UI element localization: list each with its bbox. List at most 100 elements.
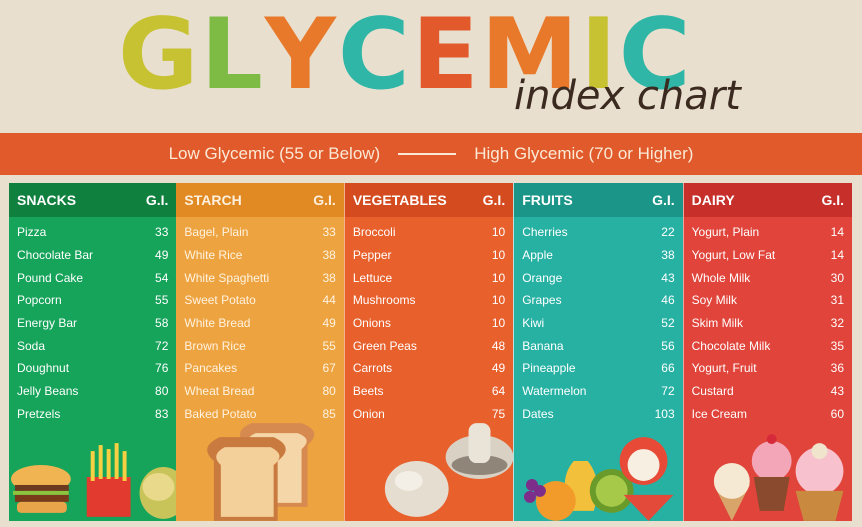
gi-value: 38 — [322, 248, 336, 263]
column-title: VEGETABLES — [352, 192, 447, 208]
gi-value: 43 — [830, 384, 845, 399]
list-item: Bagel, Plain 33 — [184, 221, 335, 244]
gi-value: 48 — [491, 338, 506, 353]
burger-fries-illustration — [10, 443, 177, 519]
list-item: Popcorn 55 — [17, 289, 168, 312]
list-item: Kiwi 52 — [522, 312, 674, 335]
gi-header: G.I. — [145, 192, 169, 208]
gi-value: 103 — [654, 406, 675, 421]
gi-value: 32 — [830, 316, 845, 331]
food-name: Pancakes — [184, 361, 238, 376]
food-name: Bagel, Plain — [184, 225, 249, 240]
low-glycemic-label: Low Glycemic (55 or Below) — [168, 144, 381, 163]
gi-value: 72 — [661, 384, 675, 399]
food-name: Jelly Beans — [17, 384, 79, 399]
gi-value: 38 — [661, 248, 675, 263]
food-name: Kiwi — [522, 316, 545, 331]
list-item: Orange 43 — [522, 266, 674, 289]
gi-value: 14 — [830, 225, 845, 240]
food-name: Yogurt, Fruit — [691, 361, 757, 376]
list-item: Wheat Bread 80 — [184, 380, 335, 403]
food-name: Apple — [522, 248, 553, 263]
page-subtitle: index chart — [514, 73, 741, 119]
list-item: Yogurt, Plain 14 — [692, 221, 844, 244]
ice-cream-cupcake-illustration — [713, 434, 844, 521]
list-item: Watermelon 72 — [522, 380, 674, 403]
food-name: White Rice — [184, 248, 243, 263]
list-item: Chocolate Bar 49 — [17, 244, 168, 267]
title-letter: C — [337, 0, 412, 112]
gi-value: 56 — [661, 338, 675, 353]
list-item: Banana 56 — [522, 334, 674, 357]
list-item: Custard 43 — [692, 380, 844, 403]
title-area: G L Y C E M I C index chart — [0, 0, 862, 130]
food-name: Pepper — [352, 248, 392, 263]
food-name: Ice Cream — [691, 406, 747, 421]
food-name: Lettuce — [352, 270, 393, 285]
food-list: Broccoli 10 Pepper 10 Lettuce 10 Mushrooms 1… — [345, 217, 513, 425]
gi-value: 31 — [830, 293, 845, 308]
list-item: Baked Potato 85 — [184, 403, 335, 426]
list-item: Grapes 46 — [522, 289, 674, 312]
gi-value: 10 — [491, 293, 506, 308]
food-name: Banana — [522, 338, 564, 353]
list-item: Yogurt, Fruit 36 — [692, 357, 844, 380]
food-name: Sweet Potato — [184, 293, 256, 308]
gi-value: 54 — [155, 270, 169, 285]
list-item: Sweet Potato 44 — [184, 289, 335, 312]
food-name: Cherries — [522, 225, 568, 240]
list-item: Pretzels 83 — [17, 403, 168, 426]
gi-value: 80 — [322, 384, 336, 399]
gi-value: 46 — [661, 293, 675, 308]
column-fruits: FRUITS G.I. Cherries 22 Apple 38 Orange 43 … — [513, 183, 683, 521]
gi-value: 33 — [322, 225, 336, 240]
food-name: Mushrooms — [352, 293, 416, 308]
gi-value: 10 — [491, 248, 506, 263]
food-name: Pound Cake — [17, 270, 84, 285]
food-name: Custard — [691, 384, 734, 399]
gi-value: 55 — [155, 293, 169, 308]
gi-value: 30 — [830, 270, 845, 285]
food-name: Broccoli — [352, 225, 396, 240]
food-name: Energy Bar — [17, 316, 78, 331]
column-header: VEGETABLES G.I. — [344, 183, 514, 217]
food-list: Cherries 22 Apple 38 Orange 43 Grapes 46 Kiw… — [514, 217, 682, 425]
gi-value: 35 — [830, 338, 845, 353]
column-title: DAIRY — [691, 192, 735, 208]
food-list: Yogurt, Plain 14 Yogurt, Low Fat 14 Whole … — [684, 217, 852, 425]
food-name: Grapes — [522, 293, 562, 308]
gi-header: G.I. — [652, 192, 675, 208]
gi-value: 10 — [491, 270, 506, 285]
food-name: Skim Milk — [691, 316, 743, 331]
title-letter: I — [580, 0, 619, 112]
gi-value: 76 — [155, 361, 169, 376]
food-name: White Spaghetti — [184, 270, 270, 285]
food-name: Doughnut — [17, 361, 70, 376]
food-name: Soda — [17, 338, 46, 353]
gi-value: 83 — [155, 406, 169, 421]
gi-value: 55 — [322, 338, 336, 353]
gi-value: 75 — [491, 406, 506, 421]
list-item: Doughnut 76 — [17, 357, 168, 380]
column-title: STARCH — [184, 192, 242, 208]
column-dairy: DAIRY G.I. Yogurt, Plain 14 Yogurt, Low F… — [682, 183, 853, 521]
list-item: Green Peas 48 — [353, 334, 505, 357]
list-item: Brown Rice 55 — [184, 334, 335, 357]
gi-value: 60 — [830, 406, 845, 421]
gi-value: 64 — [491, 384, 506, 399]
fruit-pile-illustration — [524, 437, 674, 521]
gi-value: 58 — [155, 316, 169, 331]
gi-value: 49 — [155, 248, 169, 263]
food-name: Onion — [352, 406, 385, 421]
high-glycemic-label: High Glycemic (70 or Higher) — [474, 144, 694, 163]
bread-slices-illustration — [207, 423, 315, 521]
gi-value: 85 — [322, 406, 336, 421]
list-item: Soy Milk 31 — [692, 289, 844, 312]
list-item: Pound Cake 54 — [17, 266, 168, 289]
food-name: Pizza — [17, 225, 47, 240]
food-name: Beets — [352, 384, 384, 399]
list-item: Whole Milk 30 — [692, 266, 844, 289]
gi-value: 10 — [491, 316, 506, 331]
food-name: Soy Milk — [691, 293, 737, 308]
list-item: Ice Cream 60 — [692, 403, 844, 426]
